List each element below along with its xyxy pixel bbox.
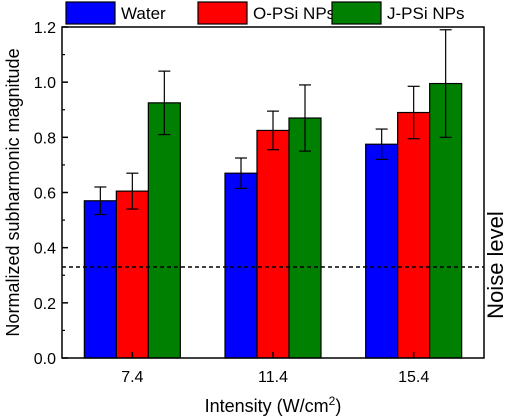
bar [288, 117, 322, 359]
x-axis: 7.4 11.4 15.4 [121, 352, 429, 386]
x-axis-title: Intensity (W/cm2) [205, 394, 342, 416]
y-axis: 0.0 0.2 0.4 0.6 0.8 1.0 1.2 [34, 20, 68, 368]
legend-label: J-PSi NPs [387, 4, 464, 23]
legend-label: O-PSi NPs [253, 4, 335, 23]
error-bars [94, 29, 452, 216]
legend-swatch [331, 1, 382, 25]
y-tick-label: 1.2 [34, 20, 56, 37]
legend-swatch [197, 1, 248, 25]
legend-swatch [65, 1, 116, 25]
y-tick-label: 1.0 [34, 75, 56, 92]
legend-label: Water [121, 4, 166, 23]
x-tick-label: 15.4 [398, 369, 429, 386]
y-tick-label: 0.0 [34, 351, 56, 368]
x-tick-label: 11.4 [258, 369, 288, 386]
x-axis-title-superscript: 2 [329, 394, 336, 408]
bar [397, 111, 431, 359]
legend: Water O-PSi NPs J-PSi NPs [65, 1, 464, 25]
bar [147, 102, 181, 359]
y-tick-label: 0.6 [34, 186, 56, 203]
bar [365, 143, 399, 359]
x-tick-label: 7.4 [121, 369, 143, 386]
bar [83, 200, 117, 359]
y-tick-label: 0.2 [34, 296, 56, 313]
x-axis-title-close: ) [335, 396, 341, 416]
noise-level-label: Noise level [483, 211, 508, 319]
y-tick-label: 0.8 [34, 130, 56, 147]
x-axis-title-text: Intensity (W/cm [205, 396, 329, 416]
bar [256, 129, 290, 359]
y-axis-title: Normalized subharmonic magnitude [3, 48, 23, 336]
bar [224, 172, 258, 359]
y-tick-label: 0.4 [34, 241, 56, 258]
bar [115, 190, 149, 359]
